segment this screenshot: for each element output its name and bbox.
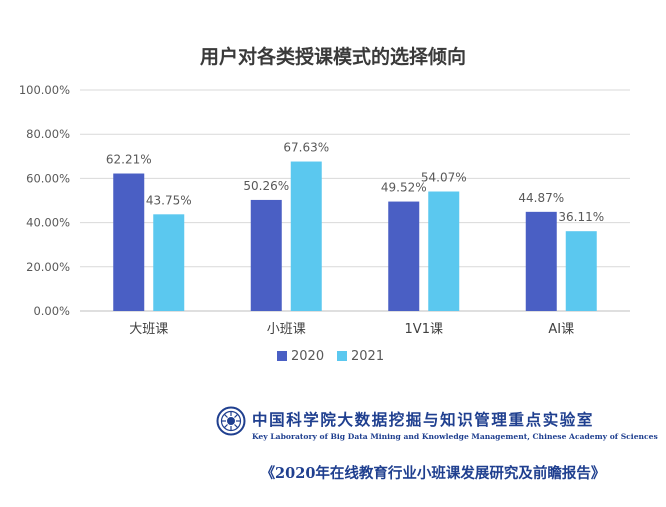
y-tick-label: 60.00%: [26, 171, 70, 185]
data-label-2020-0: 62.21%: [106, 153, 152, 167]
cas-emblem-icon: [216, 406, 246, 436]
data-label-2021-3: 36.11%: [558, 210, 604, 224]
x-category-label: 大班课: [129, 322, 168, 337]
legend-label-2020: 2020: [291, 349, 324, 364]
y-tick-label: 100.00%: [19, 83, 70, 97]
data-label-2021-0: 43.75%: [146, 193, 192, 207]
bars: [113, 161, 597, 311]
lab-name-english: Key Laboratory of Big Data Mining and Kn…: [252, 432, 658, 441]
y-tick-label: 80.00%: [26, 127, 70, 141]
bar-2020-0: [113, 173, 145, 311]
bar-2021-3: [565, 231, 597, 311]
y-axis-ticks: 0.00% 20.00% 40.00% 60.00% 80.00% 100.00%: [19, 83, 70, 318]
data-label-2020-3: 44.87%: [518, 191, 564, 205]
x-category-label: 小班课: [267, 322, 306, 337]
legend: 2020 2021: [277, 349, 384, 364]
bar-2021-2: [428, 191, 460, 311]
legend-label-2021: 2021: [351, 349, 384, 364]
x-category-label: AI课: [548, 322, 574, 337]
lab-name-chinese: 中国科学院大数据挖掘与知识管理重点实验室: [252, 410, 595, 429]
bar-2021-0: [153, 214, 185, 311]
data-label-2020-2: 49.52%: [381, 181, 427, 195]
lab-footer: 中国科学院大数据挖掘与知识管理重点实验室 Key Laboratory of B…: [216, 404, 658, 454]
bar-2021-1: [290, 161, 322, 311]
data-label-2021-2: 54.07%: [421, 171, 467, 185]
report-title: 《2020年在线教育行业小班课发展研究及前瞻报告》: [260, 465, 606, 482]
x-category-label: 1V1课: [405, 322, 443, 337]
bar-2020-1: [250, 199, 282, 311]
data-label-2021-1: 67.63%: [283, 141, 329, 155]
bar-2020-2: [388, 201, 420, 311]
y-tick-label: 0.00%: [33, 304, 70, 318]
x-axis-categories: 大班课 小班课 1V1课 AI课: [129, 322, 574, 337]
bar-chart: 0.00% 20.00% 40.00% 60.00% 80.00% 100.00% 62.…: [19, 83, 630, 364]
chart-title: 用户对各类授课模式的选择倾向: [199, 46, 466, 68]
data-label-2020-1: 50.26%: [243, 179, 289, 193]
y-tick-label: 40.00%: [26, 216, 70, 230]
data-labels: 62.21% 43.75% 50.26% 67.63% 49.52%54.07% 44.8…: [106, 141, 604, 225]
legend-swatch-2021: [337, 351, 347, 361]
legend-swatch-2020: [277, 351, 287, 361]
y-tick-label: 20.00%: [26, 260, 70, 274]
bar-2020-3: [525, 211, 557, 311]
